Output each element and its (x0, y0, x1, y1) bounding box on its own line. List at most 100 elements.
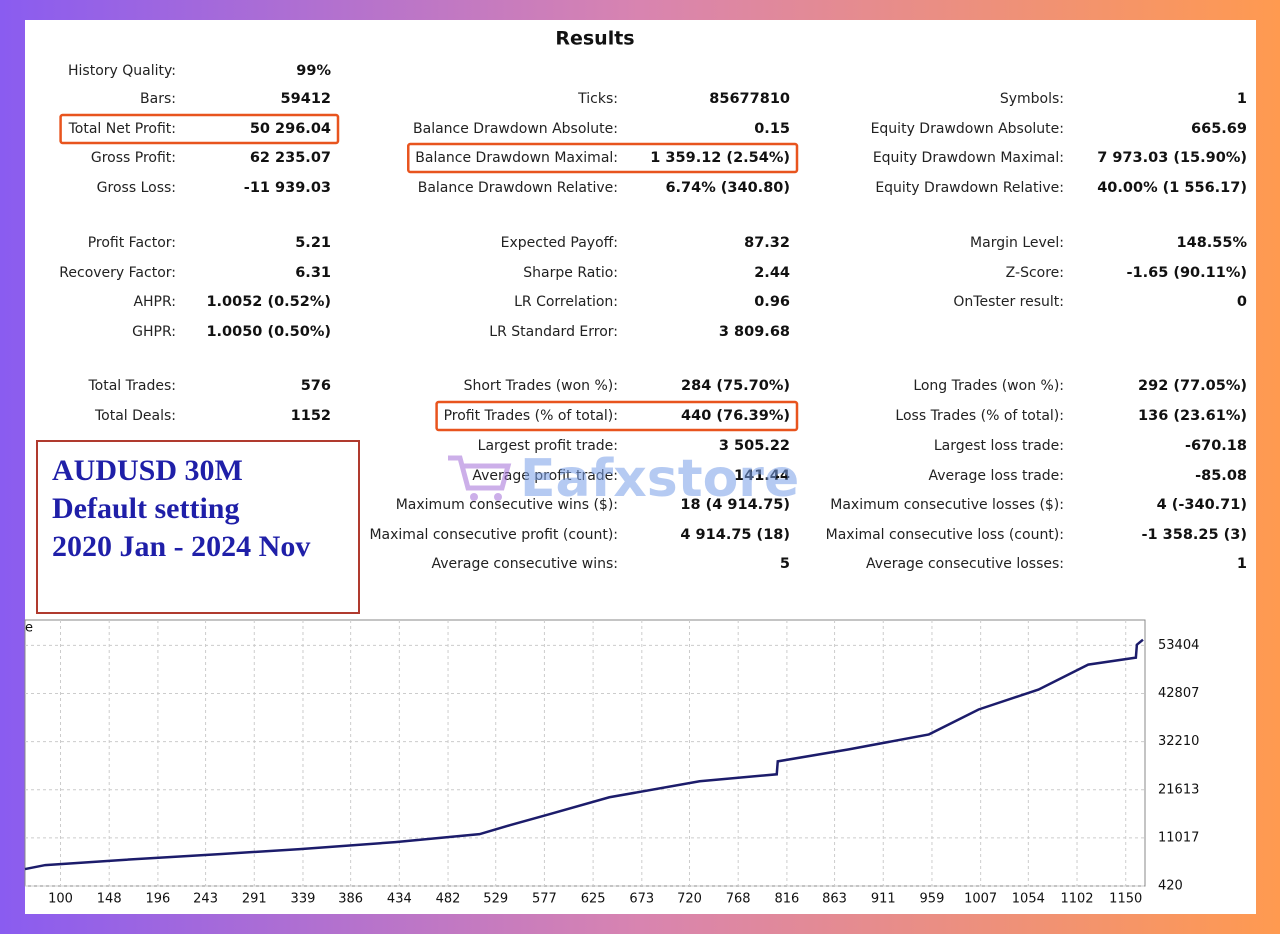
stat-value: 1.0052 (0.52%) (206, 294, 331, 310)
stat-value: 136 (23.61%) (1138, 408, 1247, 424)
stat-label: Recovery Factor: (59, 265, 176, 281)
stat-value: 148.55% (1177, 235, 1248, 251)
stat-label: Gross Loss: (97, 180, 176, 196)
stat-value: 3 505.22 (719, 438, 790, 454)
stat-label: Largest loss trade: (934, 438, 1064, 454)
stat-value: 0 (1237, 294, 1247, 310)
y-tick-label: 53404 (1158, 638, 1199, 653)
stat-value: 85677810 (709, 91, 790, 107)
cart-wheel (494, 493, 502, 501)
x-tick-label: 434 (387, 892, 412, 907)
stat-value: 0.96 (754, 294, 790, 310)
balance-line (24, 638, 1144, 871)
stat-value: 87.32 (744, 235, 790, 251)
stat-label: Ticks: (577, 91, 618, 107)
stat-label: Total Deals: (94, 408, 176, 424)
watermark: Eafxstore (448, 449, 799, 509)
stat-label: Equity Drawdown Relative: (875, 180, 1064, 196)
stat-value: 59412 (281, 91, 331, 107)
stat-value: 4 914.75 (18) (680, 527, 790, 543)
stat-value: 1 (1237, 91, 1247, 107)
stat-value: -85.08 (1195, 468, 1247, 484)
stat-value: -1.65 (90.11%) (1127, 265, 1248, 281)
results-title: Results (555, 28, 634, 50)
x-tick-label: 816 (774, 892, 799, 907)
x-tick-label: 100 (48, 892, 73, 907)
highlight-box (407, 142, 799, 174)
stat-label: LR Correlation: (514, 294, 618, 310)
x-tick-label: 768 (726, 892, 751, 907)
note-line: AUDUSD 30M (52, 454, 243, 487)
stat-label: Z-Score: (1006, 265, 1064, 281)
plot-area (24, 619, 1146, 887)
stat-label: Total Trades: (88, 378, 177, 394)
stat-label: Short Trades (won %): (464, 378, 618, 394)
stat-label: Loss Trades (% of total): (895, 408, 1064, 424)
note-box (36, 440, 360, 614)
stat-label: Average loss trade: (929, 468, 1064, 484)
stat-label: Bars: (140, 91, 176, 107)
cart-icon (448, 455, 512, 491)
note-line: Default setting (52, 492, 239, 525)
stat-label: GHPR: (132, 324, 176, 340)
x-tick-label: 625 (581, 892, 606, 907)
stat-label: Gross Profit: (91, 150, 176, 166)
x-tick-label: 148 (97, 892, 122, 907)
y-tick-label: 11017 (1158, 830, 1199, 845)
results-table: History Quality: 99% Bars: 59412 Ticks: 85677… (59, 63, 1247, 572)
stat-label: Profit Factor: (88, 235, 176, 251)
x-tick-label: 1054 (1012, 892, 1045, 907)
y-tick-label: 42807 (1158, 686, 1199, 701)
x-tick-label: 529 (483, 892, 508, 907)
x-tick-label: 720 (677, 892, 702, 907)
x-tick-label: 863 (822, 892, 847, 907)
stat-value: 665.69 (1191, 121, 1247, 137)
watermark-text: Eafxstore (520, 449, 799, 509)
stat-value: 1152 (291, 408, 331, 424)
y-tick-label: 21613 (1158, 782, 1199, 797)
stat-value: 3 809.68 (719, 324, 790, 340)
stat-label: LR Standard Error: (489, 324, 618, 340)
x-tick-label: 339 (291, 892, 316, 907)
stat-value: 440 (76.39%) (681, 408, 790, 424)
stat-value: 1.0050 (0.50%) (206, 324, 331, 340)
x-tick-label: 911 (871, 892, 896, 907)
stat-label: Symbols: (1000, 91, 1064, 107)
x-tick-label: 1150 (1109, 892, 1142, 907)
stat-value: -1 358.25 (3) (1141, 527, 1247, 543)
stat-label: Balance Drawdown Absolute: (413, 121, 618, 137)
stat-value: -670.18 (1185, 438, 1247, 454)
stat-value: 7 973.03 (15.90%) (1097, 150, 1247, 166)
stat-value: 0.15 (754, 121, 790, 137)
stat-label: Maximal consecutive profit (count): (369, 527, 618, 543)
stat-label: Maximum consecutive wins ($): (396, 497, 618, 513)
stat-value: 284 (75.70%) (681, 378, 790, 394)
stat-label: Largest profit trade: (478, 438, 618, 454)
x-tick-label: 243 (193, 892, 218, 907)
cart-wheel (470, 493, 478, 501)
y-tick-label: 420 (1158, 879, 1183, 894)
stat-label: Maximal consecutive loss (count): (826, 527, 1064, 543)
stat-label: Expected Payoff: (501, 235, 618, 251)
stat-label: Maximum consecutive losses ($): (830, 497, 1064, 513)
stat-value: 141.44 (734, 468, 790, 484)
balance-chart: 100 148 196 243 291 339 386 434 482 529 577 625 673 7… (24, 619, 1199, 907)
y-axis-label: e (25, 621, 33, 636)
stat-value: 292 (77.05%) (1138, 378, 1247, 394)
x-tick-label: 386 (338, 892, 363, 907)
stat-label: Profit Trades (% of total): (444, 408, 618, 424)
stat-label: Average consecutive wins: (431, 556, 618, 572)
stat-value: 40.00% (1 556.17) (1097, 180, 1247, 196)
stat-label: Equity Drawdown Absolute: (871, 121, 1064, 137)
x-tick-label: 1102 (1060, 892, 1093, 907)
stat-value: 576 (301, 378, 331, 394)
stat-label: Balance Drawdown Maximal: (415, 150, 618, 166)
stat-label: Average consecutive losses: (866, 556, 1064, 572)
stat-label: Equity Drawdown Maximal: (873, 150, 1064, 166)
stat-value: 2.44 (754, 265, 790, 281)
x-tick-label: 577 (532, 892, 557, 907)
stat-value: -11 939.03 (244, 180, 331, 196)
stat-value: 5.21 (295, 235, 331, 251)
stat-label: Total Net Profit: (68, 121, 176, 137)
